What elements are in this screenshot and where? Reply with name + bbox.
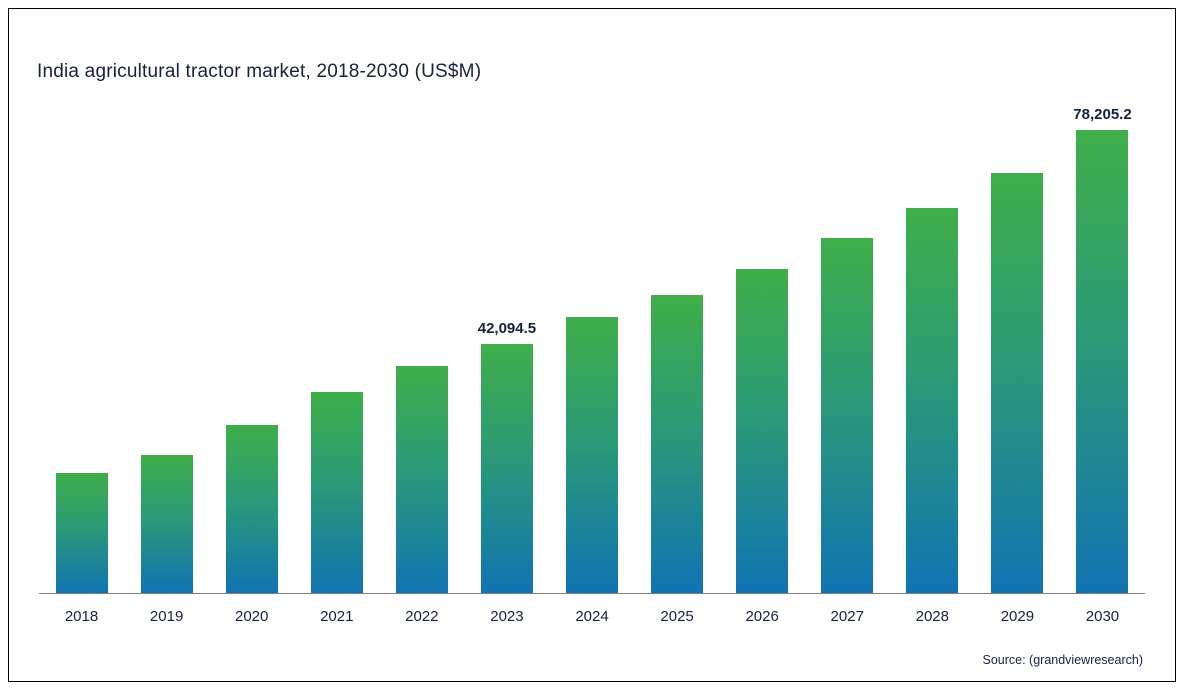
x-axis-label: 2030	[1085, 608, 1120, 625]
bar	[480, 344, 533, 593]
bar	[225, 425, 278, 593]
chart-body: 42,094.5 78,205.2 2018 2019 2020 2021 2022 202…	[39, 106, 1145, 625]
x-axis-label: 2025	[660, 608, 694, 625]
bar-column	[124, 455, 209, 593]
bar-column	[294, 392, 379, 593]
bar-column	[549, 317, 634, 593]
x-axis-label: 2020	[235, 608, 269, 625]
bar	[821, 238, 874, 593]
x-axis-label: 2018	[64, 608, 99, 625]
bar-column	[720, 269, 805, 593]
bar	[395, 366, 448, 593]
bar-column	[890, 208, 975, 593]
x-axis-label: 2026	[745, 608, 779, 625]
x-axis-label: 2027	[830, 608, 864, 625]
x-axis-label: 2028	[915, 608, 949, 625]
bar-column	[805, 238, 890, 593]
bar	[651, 295, 704, 593]
bar-column	[635, 295, 720, 593]
chart-frame: India agricultural tractor market, 2018-…	[8, 8, 1176, 682]
bar	[736, 269, 789, 593]
bar-value-label: 78,205.2	[1073, 106, 1132, 123]
x-axis-label: 2023	[490, 608, 524, 625]
bar-column	[39, 473, 124, 593]
bar-column	[379, 366, 464, 593]
bar	[1076, 130, 1129, 593]
bar	[140, 455, 193, 593]
bar-column	[209, 425, 294, 593]
bar	[991, 173, 1044, 593]
chart-title: India agricultural tractor market, 2018-…	[37, 61, 482, 82]
bar-column: 78,205.2	[1060, 106, 1145, 593]
x-axis: 2018 2019 2020 2021 2022 2023 2024 2025 2026 2027…	[39, 593, 1145, 625]
x-axis-label: 2021	[320, 608, 354, 625]
x-axis-label: 2022	[405, 608, 439, 625]
bar	[55, 473, 108, 593]
x-axis-label: 2024	[575, 608, 609, 625]
bar-value-label: 42,094.5	[477, 320, 537, 337]
plot-area: 42,094.5 78,205.2	[39, 106, 1145, 593]
bar	[310, 392, 363, 593]
bar-column	[975, 173, 1060, 593]
bar	[566, 317, 618, 593]
x-axis-label: 2019	[149, 608, 184, 625]
bar-column: 42,094.5	[464, 320, 549, 593]
source-note: Source: (grandviewresearch)	[982, 653, 1144, 667]
bar	[906, 208, 959, 593]
x-axis-label: 2029	[1000, 608, 1035, 625]
